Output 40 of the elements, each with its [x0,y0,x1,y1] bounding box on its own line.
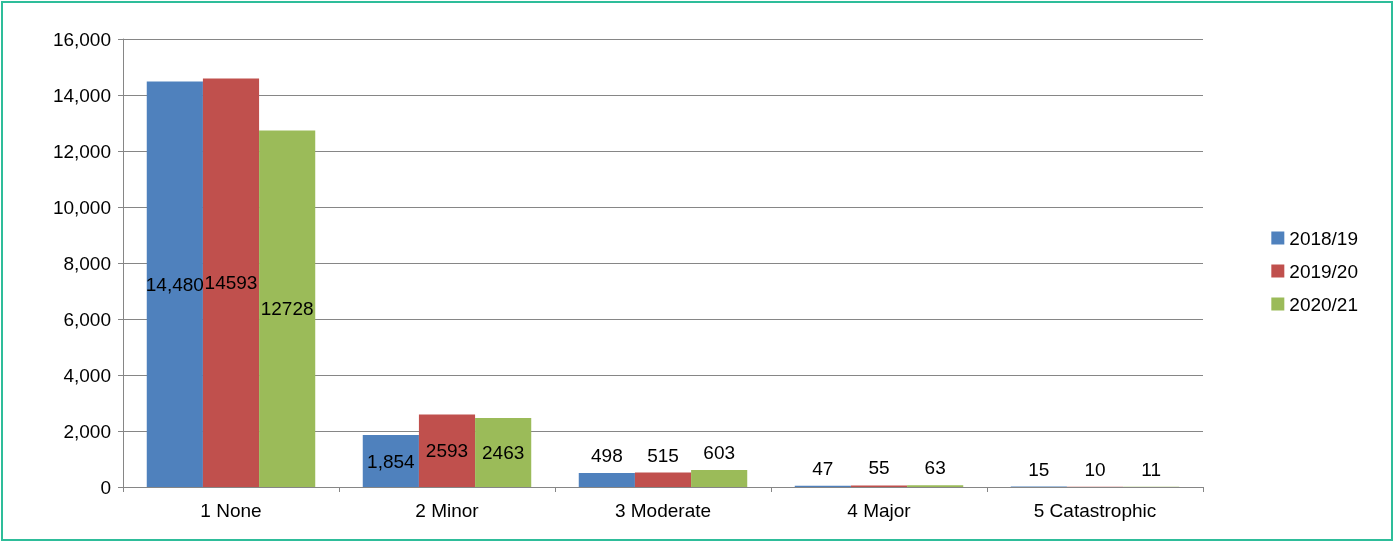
x-tick-label: 1 None [200,500,262,521]
y-tick-label: 2,000 [63,420,111,442]
data-label: 515 [647,444,679,466]
bar [202,78,260,487]
bar [634,472,692,487]
bar [691,470,748,487]
data-label: 63 [924,457,946,479]
x-tick-label: 5 Catastrophic [1033,500,1157,521]
data-label: 1,854 [367,450,416,472]
y-tick-label: 16,000 [52,28,111,50]
y-tick-label: 4,000 [63,364,111,386]
data-label: 14,480 [145,273,204,295]
bar [259,130,316,487]
x-tick-label: 2 Minor [415,500,480,521]
data-label: 15 [1028,458,1050,480]
bar [578,473,635,487]
bar [475,418,532,487]
bar [146,81,203,487]
x-tick-label: 3 Moderate [614,500,712,521]
data-label: 498 [590,445,623,467]
y-tick-label: 12,000 [52,140,111,162]
data-label: 11 [1141,458,1162,480]
legend-label: 2020/21 [1289,293,1359,315]
data-label: 2463 [482,442,525,464]
data-label: 55 [868,457,890,479]
data-label: 14593 [204,272,258,294]
x-tick-label: 4 Major [847,500,912,521]
data-label: 12728 [260,298,314,320]
y-tick-label: 0 [100,476,111,498]
data-label: 603 [703,442,736,464]
data-label: 2593 [425,440,469,462]
bar [418,414,476,487]
y-tick-label: 6,000 [63,308,111,330]
y-tick-label: 14,000 [52,84,111,106]
data-label: 10 [1084,458,1106,480]
legend-label: 2019/20 [1289,260,1359,282]
y-tick-label: 10,000 [52,196,111,218]
y-tick-label: 8,000 [63,252,111,274]
legend-label: 2018/19 [1289,227,1359,249]
data-label: 47 [812,457,834,479]
